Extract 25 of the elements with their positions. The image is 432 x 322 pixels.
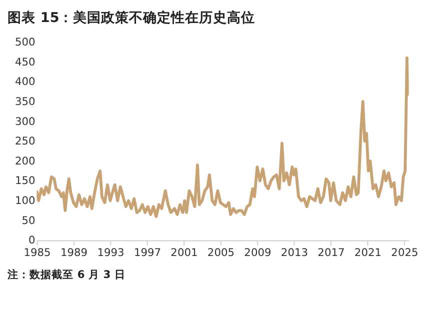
line-series: [36, 56, 409, 218]
y-tick-label: 200: [14, 154, 36, 168]
y-tick-label: 500: [14, 36, 36, 49]
y-tick-label: 150: [14, 174, 36, 188]
y-tick-label: 0: [28, 234, 36, 247]
x-tick-label: 1993: [97, 246, 124, 260]
y-tick-label: 250: [14, 134, 36, 148]
x-tick-label: 2005: [207, 246, 234, 260]
y-tick-label: 50: [22, 214, 36, 227]
y-tick-label: 300: [14, 114, 36, 128]
x-tick-label: 2025: [391, 246, 418, 260]
x-tick-label: 1985: [24, 246, 51, 260]
y-tick-label: 450: [14, 55, 36, 68]
y-tick-label: 100: [14, 194, 36, 208]
text: 注：数据截至 6 月 3 日: [6, 268, 126, 281]
x-tick-label: 1989: [60, 246, 88, 260]
x-tick-label: 2009: [244, 246, 272, 260]
x-tick-label: 2017: [318, 246, 345, 260]
x-tick-label: 1997: [134, 246, 161, 260]
x-tick-label: 2001: [170, 246, 198, 260]
x-tick-label: 2021: [354, 246, 382, 260]
x-tick-label: 2013: [280, 246, 308, 260]
chart-title: 图表 15：美国政策不确定性在历史高位: [8, 8, 256, 26]
y-tick-label: 400: [14, 75, 36, 88]
y-tick-label: 350: [14, 94, 36, 108]
